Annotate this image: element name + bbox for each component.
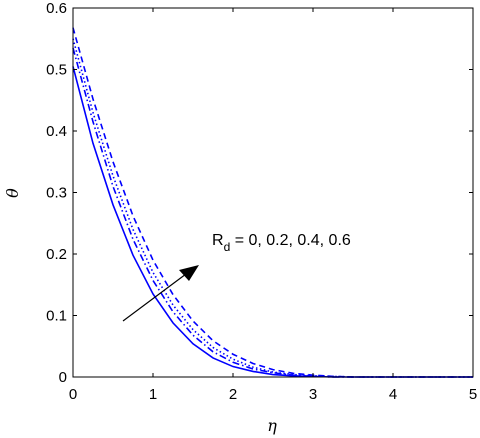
plot-background [73,8,473,377]
x-tick-label: 0 [69,386,77,403]
y-tick-label: 0 [59,369,67,386]
y-tick-label: 0.5 [46,62,67,79]
y-axis-label: θ [3,188,22,198]
x-axis-label: η [267,416,277,435]
annotation-subscript: d [224,240,231,254]
annotation-arrow [122,265,199,322]
x-tick-label: 1 [149,386,157,403]
parameter-annotation: Rd = 0, 0.2, 0.4, 0.6 [212,232,351,254]
x-tick-label: 4 [389,386,397,403]
x-tick-label: 2 [229,386,237,403]
annotation-values: = 0, 0.2, 0.4, 0.6 [230,232,351,249]
y-tick-label: 0.3 [46,185,67,202]
plot-area [73,8,473,377]
y-tick-label: 0.2 [46,246,67,263]
tick-labels: 0 1 2 3 4 5 0 0.1 0.2 0.3 0.4 0.5 0.6 [46,0,477,403]
tick-marks [72,7,474,378]
y-tick-label: 0.4 [46,123,67,140]
y-tick-label: 0.1 [46,308,67,325]
series-line-2-dashdot [72,47,473,378]
x-tick-label: 3 [309,386,317,403]
x-tick-label: 5 [469,386,477,403]
y-tick-label: 0.6 [46,0,67,17]
annotation-symbol: R [212,232,224,249]
